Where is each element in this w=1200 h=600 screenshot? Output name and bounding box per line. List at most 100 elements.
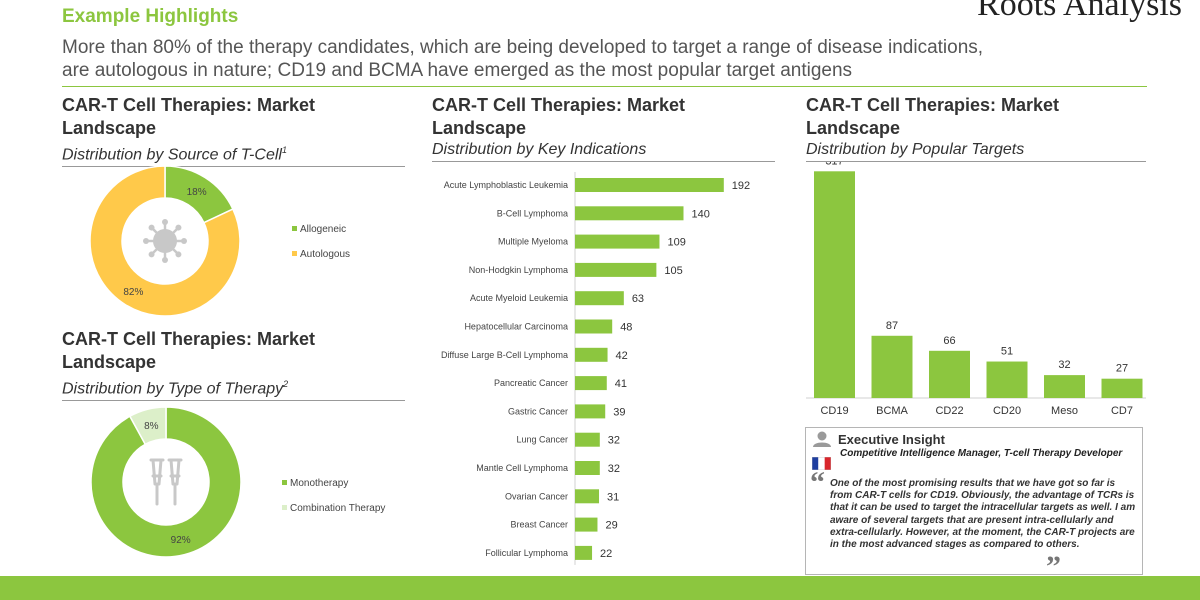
bar-value-label: 32 <box>608 435 620 447</box>
indication-bar <box>575 376 607 391</box>
panel-divider <box>806 161 1146 162</box>
bar-value-label: 32 <box>608 463 620 475</box>
panel-subtitle: Distribution by Source of T-Cell1 <box>62 140 407 165</box>
target-bar <box>1044 375 1085 398</box>
panel-title-line-1: CAR-T Cell Therapies: Market <box>62 95 316 115</box>
virus-spike-tip <box>162 257 168 263</box>
bar-value-label: 22 <box>600 548 612 560</box>
legend-swatch <box>292 251 297 256</box>
panel-title-line-2: Landscape <box>806 118 901 138</box>
bar-value-label: 41 <box>615 378 627 390</box>
indication-bar <box>575 517 598 532</box>
panel-subtitle: Distribution by Key Indications <box>432 141 647 158</box>
legend-label: Autologous <box>300 249 350 260</box>
category-label: CD19 <box>820 405 848 417</box>
donut-slice <box>90 406 242 558</box>
indication-bar <box>575 262 657 277</box>
slice-label: 92% <box>171 535 191 546</box>
virus-spike-tip <box>143 238 149 244</box>
virus-body <box>153 229 177 253</box>
panel-title-line-2: Landscape <box>432 118 527 138</box>
section-title: Example Highlights <box>62 6 239 27</box>
donut-slice <box>89 165 241 317</box>
panel-divider <box>432 161 775 162</box>
bar-value-label: 105 <box>664 265 682 277</box>
target-bar <box>814 171 855 398</box>
category-label: Hepatocellular Carcinoma <box>464 322 568 332</box>
insight-quote: One of the most promising results that w… <box>830 478 1136 551</box>
bar-value-label: 42 <box>616 350 628 362</box>
bar-value-label: 109 <box>667 237 685 249</box>
bar-value-label: 51 <box>1001 346 1013 358</box>
legend-label: Allogeneic <box>300 224 346 235</box>
headline: More than 80% of the therapy candidates,… <box>62 36 1172 82</box>
crutch-side <box>157 458 163 486</box>
person-icon <box>813 431 831 447</box>
panel-divider <box>62 166 405 168</box>
panel-title-line-1: CAR-T Cell Therapies: Market <box>62 329 316 349</box>
open-quote-mark: “ <box>810 466 825 499</box>
bar-value-label: 48 <box>620 322 632 334</box>
panel-targets-header: CAR-T Cell Therapies: Market Landscape D… <box>806 94 1146 162</box>
legend-label: Monotherapy <box>290 478 348 489</box>
slice-label: 8% <box>144 421 159 432</box>
indication-bar <box>575 206 684 221</box>
target-bar <box>929 350 970 398</box>
bar-value-label: 63 <box>632 293 644 305</box>
panel-indications-header: CAR-T Cell Therapies: Market Landscape D… <box>432 94 777 162</box>
panel-title-line-1: CAR-T Cell Therapies: Market <box>432 95 686 115</box>
panel-subtitle: Distribution by Type of Therapy2 <box>62 374 407 399</box>
indications-bar-chart: Acute Lymphoblastic Leukemia 192 B-Cell Ly… <box>441 172 750 565</box>
virus-icon <box>143 219 187 263</box>
footnote-marker: 1 <box>281 145 287 155</box>
slice-label: 82% <box>123 287 143 298</box>
footer-bar <box>0 576 1200 600</box>
category-label: CD22 <box>935 405 963 417</box>
bar-value-label: 39 <box>613 406 625 418</box>
virus-spike-tip <box>162 219 168 225</box>
category-label: Lung Cancer <box>516 435 568 445</box>
category-label: CD20 <box>993 405 1021 417</box>
slice-label: 18% <box>187 187 207 198</box>
bar-value-label: 29 <box>605 520 617 532</box>
headline-line-1: More than 80% of the therapy candidates,… <box>62 37 984 58</box>
virus-spike-tip <box>181 238 187 244</box>
category-label: Multiple Myeloma <box>498 237 568 247</box>
bar-value-label: 317 <box>825 162 843 167</box>
header-divider <box>62 86 1147 87</box>
france-flag-icon <box>812 457 831 470</box>
category-label: Ovarian Cancer <box>505 491 568 501</box>
target-bar <box>871 335 913 398</box>
indication-bar <box>575 319 613 334</box>
category-label: Gastric Cancer <box>508 406 568 416</box>
category-label: Pancreatic Cancer <box>494 378 568 388</box>
footnote-marker: 2 <box>283 379 289 389</box>
target-bar <box>986 361 1028 398</box>
donut-slice <box>128 406 167 446</box>
indication-bar <box>575 461 600 475</box>
category-label: Breast Cancer <box>510 520 568 530</box>
panel-title-line-2: Landscape <box>62 352 157 372</box>
virus-spike-tip <box>148 224 155 231</box>
indication-bar <box>575 178 724 192</box>
bar-value-label: 140 <box>692 208 710 220</box>
crutch-side <box>151 458 157 486</box>
category-label: Acute Lymphoblastic Leukemia <box>444 180 568 190</box>
source-donut-chart: 18% 82% Allogeneic Autologous <box>89 165 350 317</box>
virus-spike-tip <box>148 251 155 258</box>
company-logo: Roots Analysis <box>977 0 1182 23</box>
headline-line-2: are autologous in nature; CD19 and BCMA … <box>62 60 853 81</box>
bar-value-label: 27 <box>1116 363 1128 375</box>
close-quote-mark: ” <box>1046 550 1061 583</box>
executive-insight-box: Executive Insight Competitive Intelligen… <box>805 427 1143 583</box>
subtitle-text: Distribution by Type of Therapy <box>62 380 284 398</box>
crutches-icon <box>149 458 183 506</box>
category-label: Non-Hodgkin Lymphoma <box>469 265 568 275</box>
type-donut-chart: 92% 8% Monotherapy Combination Therapy <box>90 406 385 558</box>
panel-title-line-1: CAR-T Cell Therapies: Market <box>806 95 1060 115</box>
indication-bar <box>575 545 593 560</box>
panel-source-header: CAR-T Cell Therapies: Market Landscape D… <box>62 94 407 168</box>
virus-spike-tip <box>175 251 182 258</box>
virus-spike-tip <box>175 224 182 231</box>
bar-value-label: 66 <box>943 335 955 347</box>
